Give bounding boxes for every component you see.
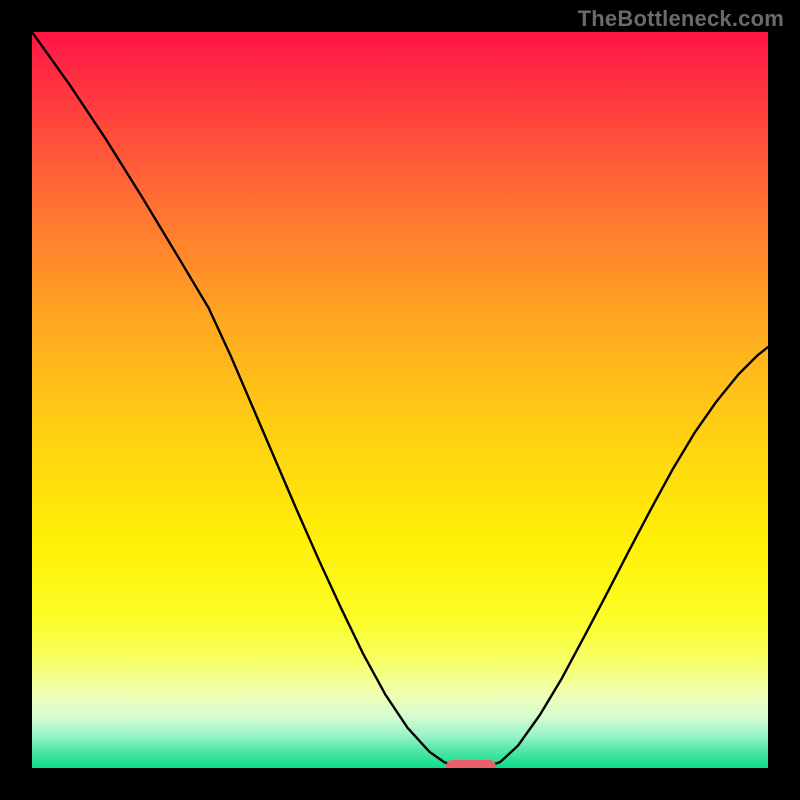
chart-root: TheBottleneck.com <box>0 0 800 800</box>
plot-area <box>32 32 768 768</box>
optimal-marker <box>446 760 496 768</box>
watermark-text: TheBottleneck.com <box>578 6 784 32</box>
bottleneck-curve <box>32 32 768 768</box>
plot-frame <box>0 0 800 800</box>
